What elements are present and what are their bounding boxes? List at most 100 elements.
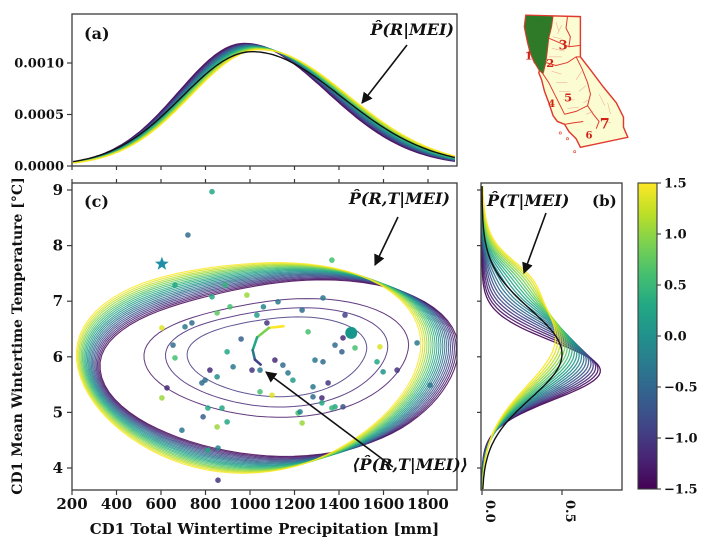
- panel-c-xtick-label: 1000: [229, 495, 271, 513]
- colorbar-tick-label: −1.0: [664, 432, 698, 447]
- observation-dot: [269, 392, 275, 399]
- observation-dot: [319, 395, 325, 401]
- panel-c-ytick-label: 4: [53, 459, 63, 477]
- panel-a-ytick-label: 0.0000: [14, 160, 64, 175]
- joint-pdf-inner-contour: [186, 316, 368, 398]
- observation-dot: [189, 320, 195, 326]
- panel-c-ytick-label: 6: [53, 348, 63, 366]
- panel-b-xtick-label: 0.0: [482, 500, 497, 523]
- temp-density-curve: [481, 186, 566, 490]
- panel-c-xtick-label: 800: [190, 495, 221, 513]
- observation-dot: [264, 320, 270, 326]
- temp-density-curve: [481, 186, 557, 490]
- mean-trajectory-segment: [267, 324, 285, 330]
- colorbar-tick-label: −0.5: [664, 381, 698, 396]
- division-number-labels: 123 45 67: [525, 39, 610, 142]
- observation-dot: [230, 364, 236, 370]
- arrow-precip-pdf: [361, 44, 408, 104]
- observation-dot: [170, 342, 176, 348]
- panel-c-ytick-label: 8: [53, 237, 63, 255]
- observation-dot: [179, 427, 185, 434]
- annotation-precip-pdf: P̂(R|MEI): [370, 20, 454, 39]
- observation-dot: [310, 394, 316, 400]
- observation-dot: [260, 304, 267, 310]
- observation-dot: [280, 362, 286, 368]
- colorbar-tick-label: 0.0: [664, 330, 687, 345]
- temp-density-black-curve: [481, 186, 563, 490]
- x-axis-label: CD1 Total Wintertime Precipitation [mm]: [89, 520, 440, 538]
- joint-pdf-inner-contour: [164, 307, 389, 408]
- mean-trajectory-segment: [255, 326, 271, 339]
- annotation-temp-pdf: P̂(T|MEI): [487, 191, 570, 210]
- joint-pdf-contour: [75, 262, 422, 474]
- temp-density-curve: [481, 186, 601, 490]
- observation-dot: [219, 405, 225, 411]
- observation-dot: [332, 342, 338, 348]
- colorbar-tick-label: 0.5: [664, 279, 687, 294]
- observation-dot: [299, 420, 305, 426]
- panel-b-xtick-label: 0.5: [562, 500, 577, 523]
- division-number-3: 3: [559, 39, 568, 54]
- colorbar-tick-label: −1.5: [664, 483, 698, 498]
- division-number-4: 4: [548, 99, 555, 110]
- division-number-1: 1: [525, 49, 533, 63]
- annotation-joint-pdf: P̂(R,T|MEI): [348, 189, 450, 208]
- observation-dot: [299, 307, 305, 313]
- colorbar-tick-label: 1.0: [664, 228, 687, 243]
- observation-dot: [185, 232, 191, 238]
- observation-dot: [257, 367, 263, 373]
- panel-c-xtick-label: 1600: [363, 495, 405, 513]
- observation-dot: [312, 357, 318, 363]
- observation-dot: [172, 355, 178, 361]
- mean-trajectory-segment: [253, 358, 262, 366]
- observation-dot: [205, 405, 211, 411]
- panel-b-temp-density: 0.0 0.5: [477, 182, 623, 523]
- observation-dot: [222, 282, 228, 288]
- panel-c-xtick-label: 600: [145, 495, 176, 513]
- observation-dot: [305, 329, 311, 335]
- observation-dot: [414, 340, 420, 346]
- temp-density-curve: [481, 186, 590, 490]
- panel-c-frame: [71, 182, 458, 491]
- channel-islands: [558, 131, 577, 154]
- california-climate-divisions-map: 123 45 67: [523, 14, 629, 154]
- panel-a-ytick-label: 0.0005: [14, 108, 64, 123]
- observation-dot: [342, 312, 348, 318]
- annotation-mean-joint-pdf: ⟨P̂(R,T|MEI)⟩: [352, 455, 468, 474]
- observation-dot: [200, 414, 206, 420]
- observation-dot: [214, 374, 220, 380]
- division-number-7: 7: [600, 117, 610, 133]
- panel-c-xtick-label: 1400: [318, 495, 360, 513]
- observation-dot: [272, 357, 278, 363]
- observation-dot: [394, 367, 400, 373]
- panel-c-ytick-label: 5: [53, 403, 63, 421]
- observation-dot: [380, 369, 386, 375]
- temp-density-curve: [481, 186, 592, 490]
- observation-dot: [207, 367, 213, 373]
- panel-c-label: (c): [84, 192, 109, 211]
- observation-dot: [329, 257, 335, 263]
- mei-colorbar: 1.5 1.0 0.5 0.0 −0.5 −1.0 −1.5: [637, 177, 698, 498]
- panel-c-xtick-label: 400: [101, 495, 132, 513]
- panel-c-xtick-label: 200: [56, 495, 87, 513]
- observation-dot: [319, 400, 325, 406]
- observation-dot: [325, 380, 331, 386]
- observation-dot: [254, 312, 260, 318]
- arrow-joint-pdf: [374, 216, 399, 267]
- observation-dot: [340, 335, 346, 341]
- arrow-mean-joint-pdf: [265, 371, 394, 468]
- division-number-6: 6: [586, 131, 593, 142]
- precip-density-black-curve: [72, 51, 456, 163]
- observation-dot: [224, 419, 230, 425]
- division-borders: [542, 16, 600, 129]
- observation-dot: [159, 395, 165, 401]
- observation-dot: [340, 404, 346, 410]
- observation-dot: [320, 295, 326, 301]
- observation-dot: [238, 336, 244, 342]
- temp-density-curve: [481, 186, 594, 490]
- observation-dot: [215, 477, 221, 484]
- observation-dot: [199, 380, 205, 386]
- joint-pdf-inner-contour: [143, 298, 410, 418]
- observation-dot: [339, 349, 345, 355]
- temp-density-curve: [481, 186, 559, 490]
